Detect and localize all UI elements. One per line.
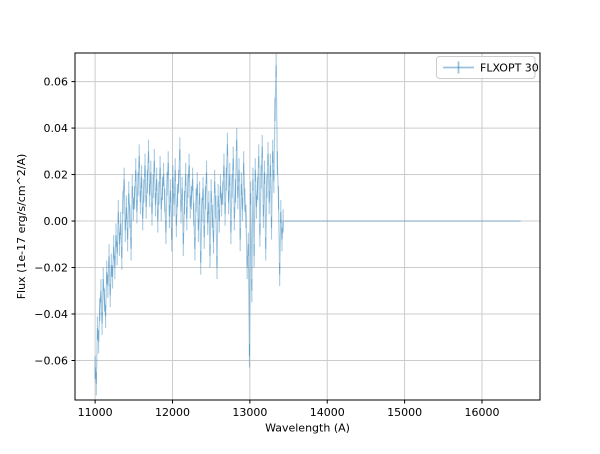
legend-box	[436, 56, 536, 79]
x-tick-label: 14000	[310, 406, 345, 419]
y-tick-label: −0.06	[34, 354, 68, 367]
x-axis-label: Wavelength (A)	[265, 422, 350, 435]
y-tick-label: −0.02	[34, 262, 68, 275]
y-tick-label: 0.00	[44, 215, 69, 228]
y-tick-label: −0.04	[34, 308, 68, 321]
y-axis-label: Flux (1e-17 erg/s/cm^2/A)	[15, 154, 28, 300]
spectrum-line	[94, 65, 521, 384]
error-bars	[94, 53, 284, 396]
plot-border	[74, 52, 541, 401]
y-tick-label: 0.02	[44, 169, 69, 182]
y-tick-label: 0.04	[44, 122, 69, 135]
x-tick-label: 11000	[78, 406, 113, 419]
axis-ticks: 11000 12000 13000 14000 15000 16000 0.06 0.04 0.…	[34, 76, 499, 419]
y-tick-label: 0.06	[44, 76, 69, 89]
x-tick-label: 12000	[155, 406, 190, 419]
series-flxopt-30	[94, 53, 521, 396]
x-tick-label: 16000	[464, 406, 499, 419]
x-tick-label: 15000	[387, 406, 422, 419]
grid-lines	[75, 53, 540, 400]
x-tick-label: 13000	[232, 406, 267, 419]
legend-entry-label: FLXOPT 30	[480, 62, 539, 75]
legend: FLXOPT 30	[436, 56, 539, 79]
